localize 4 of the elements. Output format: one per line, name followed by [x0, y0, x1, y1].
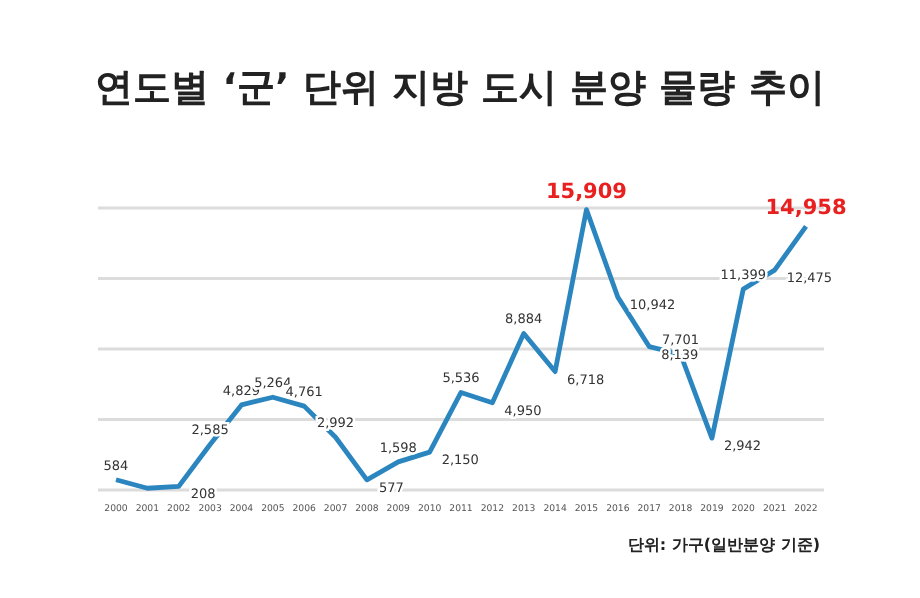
annotation: 14,958	[765, 196, 847, 221]
chart-title: 연도별 ‘군’ 단위 지방 도시 분양 물량 추이	[95, 66, 825, 110]
annotation: 15,909	[545, 179, 627, 204]
text: 단위: 가구(일반분양 기준)	[627, 536, 820, 554]
